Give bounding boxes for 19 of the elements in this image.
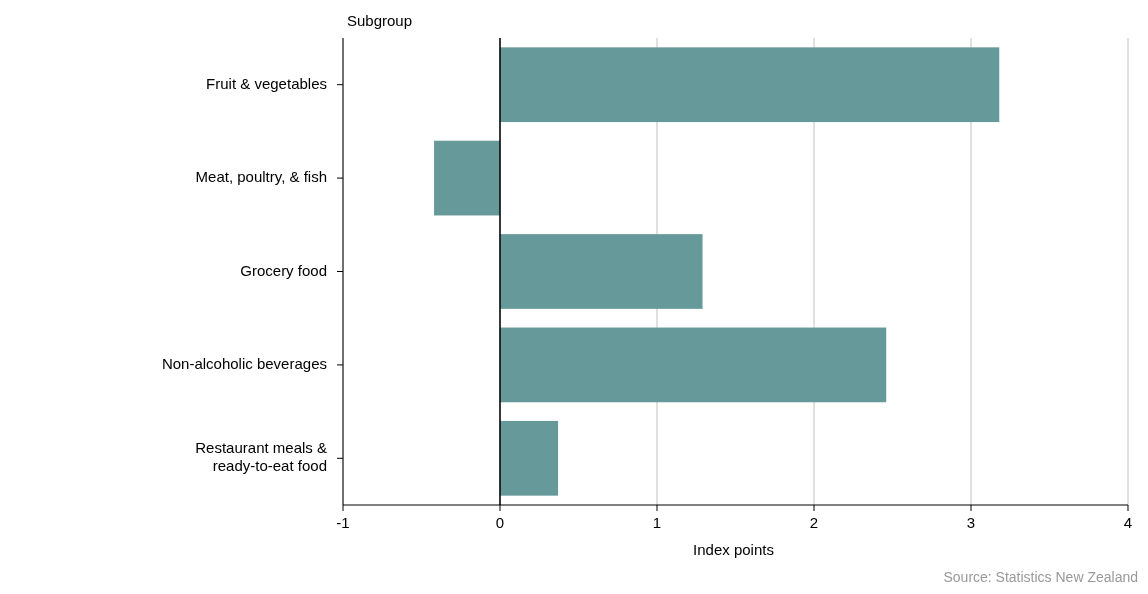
x-tick-label: 2 — [809, 514, 819, 531]
x-tick-label: 1 — [652, 514, 662, 531]
x-tick-label: -1 — [336, 514, 350, 531]
bar — [434, 140, 500, 216]
x-axis-title: Index points — [693, 541, 774, 558]
y-tick-label: Meat, poultry, & fish — [195, 168, 327, 186]
y-tick-label: Grocery food — [240, 261, 327, 279]
bar — [500, 327, 887, 403]
x-tick-label: 0 — [495, 514, 505, 531]
bar — [500, 47, 1000, 123]
y-axis-title: Subgroup — [347, 12, 413, 29]
y-tick-label: Non-alcoholic beverages — [161, 354, 327, 372]
y-tick-label: Restaurant meals & ready-to-eat food — [195, 439, 327, 475]
x-tick-label: 4 — [1123, 514, 1133, 531]
source-note: Source: Statistics New Zealand — [943, 569, 1138, 585]
bar — [500, 420, 559, 496]
bar — [500, 234, 703, 309]
x-tick-label: 3 — [966, 514, 976, 531]
y-tick-label: Fruit & vegetables — [206, 74, 327, 92]
